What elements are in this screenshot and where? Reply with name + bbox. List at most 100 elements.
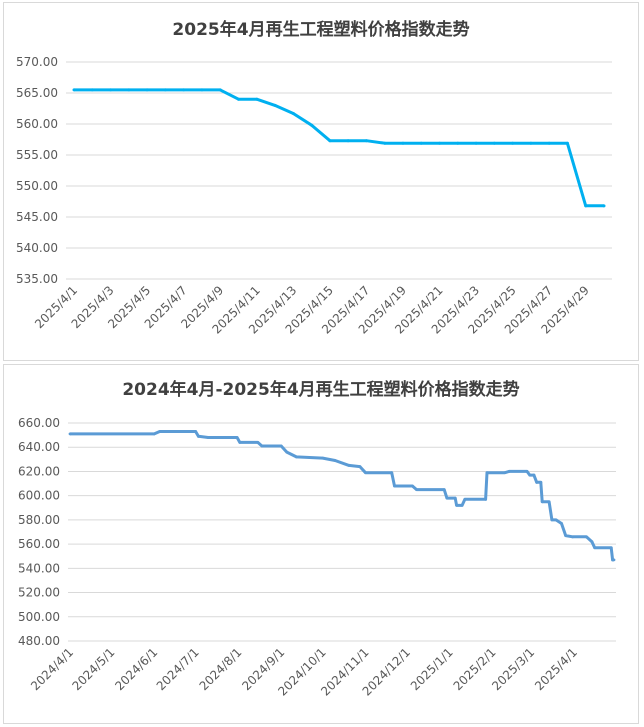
data-point: [442, 488, 446, 492]
data-point: [401, 141, 405, 145]
data-point: [256, 440, 260, 444]
data-point: [540, 500, 544, 504]
y-tick-label: 535.00: [16, 272, 58, 286]
data-point: [547, 500, 551, 504]
data-point: [364, 139, 368, 143]
data-point: [291, 111, 295, 115]
data-point: [358, 465, 362, 468]
data-point: [127, 88, 131, 92]
y-tick-label: 555.00: [16, 148, 58, 162]
y-tick-label: 580.00: [18, 513, 60, 527]
data-point: [564, 534, 568, 538]
data-point: [593, 546, 597, 550]
data-point: [503, 471, 507, 475]
data-point: [194, 430, 198, 433]
y-tick-label: 480.00: [18, 634, 60, 648]
data-point: [321, 456, 325, 460]
y-tick-label: 550.00: [16, 179, 58, 193]
x-tick-label: 2025/4/1: [532, 645, 580, 693]
data-point: [602, 204, 606, 208]
y-tick-label: 560.00: [18, 537, 60, 551]
data-point: [383, 141, 387, 145]
data-point: [364, 471, 367, 475]
data-point: [346, 139, 350, 143]
data-point: [453, 496, 457, 500]
x-tick-label: 2025/3/1: [489, 645, 537, 693]
data-point: [235, 436, 239, 439]
data-point: [460, 503, 464, 507]
x-tick-label: 2024/8/1: [197, 645, 245, 693]
data-point: [347, 463, 351, 467]
data-point: [390, 471, 394, 475]
data-point: [279, 444, 283, 448]
data-point: [485, 471, 489, 475]
data-point: [463, 497, 467, 501]
x-tick-label: 2024/5/1: [70, 645, 118, 693]
y-tick-label: 560.00: [16, 117, 58, 131]
y-tick-label: 640.00: [18, 440, 60, 454]
chart-panel-april-2025: 2025年4月再生工程塑料价格指数走势 570.00 565.00 560.00 55…: [3, 2, 639, 361]
y-tick-label: 565.00: [16, 86, 58, 100]
data-point: [507, 470, 511, 473]
data-point: [206, 436, 210, 439]
data-point: [333, 459, 337, 462]
data-point: [584, 204, 588, 208]
data-point: [584, 535, 588, 539]
y-tick-label: 540.00: [16, 241, 58, 255]
data-point: [511, 141, 515, 145]
data-point: [474, 141, 478, 145]
data-point: [539, 480, 543, 484]
y-tick-label: 660.00: [18, 416, 60, 430]
x-tick-label: 2024/4/1: [28, 645, 76, 693]
data-point: [456, 141, 460, 145]
data-point: [152, 432, 156, 436]
data-point: [109, 88, 113, 92]
data-point: [484, 497, 487, 501]
data-point: [455, 503, 458, 507]
data-point: [438, 141, 442, 145]
chart-panel-yearly: 2024年4月-2025年4月再生工程塑料价格指数走势 660.00 640.00…: [3, 364, 639, 724]
data-point: [525, 470, 529, 473]
data-point: [547, 141, 551, 145]
data-point: [560, 522, 563, 525]
data-point: [255, 97, 259, 101]
data-point: [197, 434, 200, 438]
y-tick-label: 570.00: [16, 55, 58, 69]
data-point: [554, 518, 558, 522]
x-tick-label: 2025/1/1: [408, 645, 456, 693]
chart-plot-area: 570.00 565.00 560.00 555.00 550.00 545.00 540.…: [16, 55, 612, 337]
data-point: [445, 496, 449, 500]
data-point: [236, 97, 240, 101]
chart-plot-area: 660.00 640.00 620.00 600.00 580.00 560.00 540.…: [18, 416, 616, 699]
y-tick-label: 540.00: [18, 561, 60, 575]
data-point: [571, 535, 574, 539]
data-point: [158, 430, 162, 433]
y-tick-label: 500.00: [18, 610, 60, 624]
data-point: [565, 141, 569, 145]
y-tick-label: 620.00: [18, 464, 60, 478]
data-point: [609, 546, 613, 550]
data-point: [415, 488, 418, 492]
data-point: [492, 141, 496, 145]
data-point: [238, 440, 242, 444]
data-point: [285, 450, 289, 454]
data-point: [90, 88, 94, 92]
data-point: [68, 432, 72, 436]
chart-title: 2025年4月再生工程塑料价格指数走势: [172, 20, 470, 40]
data-point: [550, 518, 554, 522]
x-tick-label: 2024/7/1: [154, 645, 202, 693]
data-point: [182, 88, 186, 92]
data-point: [163, 88, 167, 92]
data-point: [260, 444, 264, 448]
data-point: [528, 473, 532, 477]
x-tick-label: 2024/6/1: [112, 645, 160, 693]
data-point: [393, 484, 396, 488]
chart-title: 2024年4月-2025年4月再生工程塑料价格指数走势: [122, 380, 520, 400]
data-point: [529, 141, 533, 145]
data-point: [419, 141, 423, 145]
data-point: [218, 88, 222, 92]
data-point: [328, 139, 332, 143]
data-point: [612, 558, 616, 562]
y-tick-label: 545.00: [16, 210, 58, 224]
series-line: [74, 88, 604, 208]
